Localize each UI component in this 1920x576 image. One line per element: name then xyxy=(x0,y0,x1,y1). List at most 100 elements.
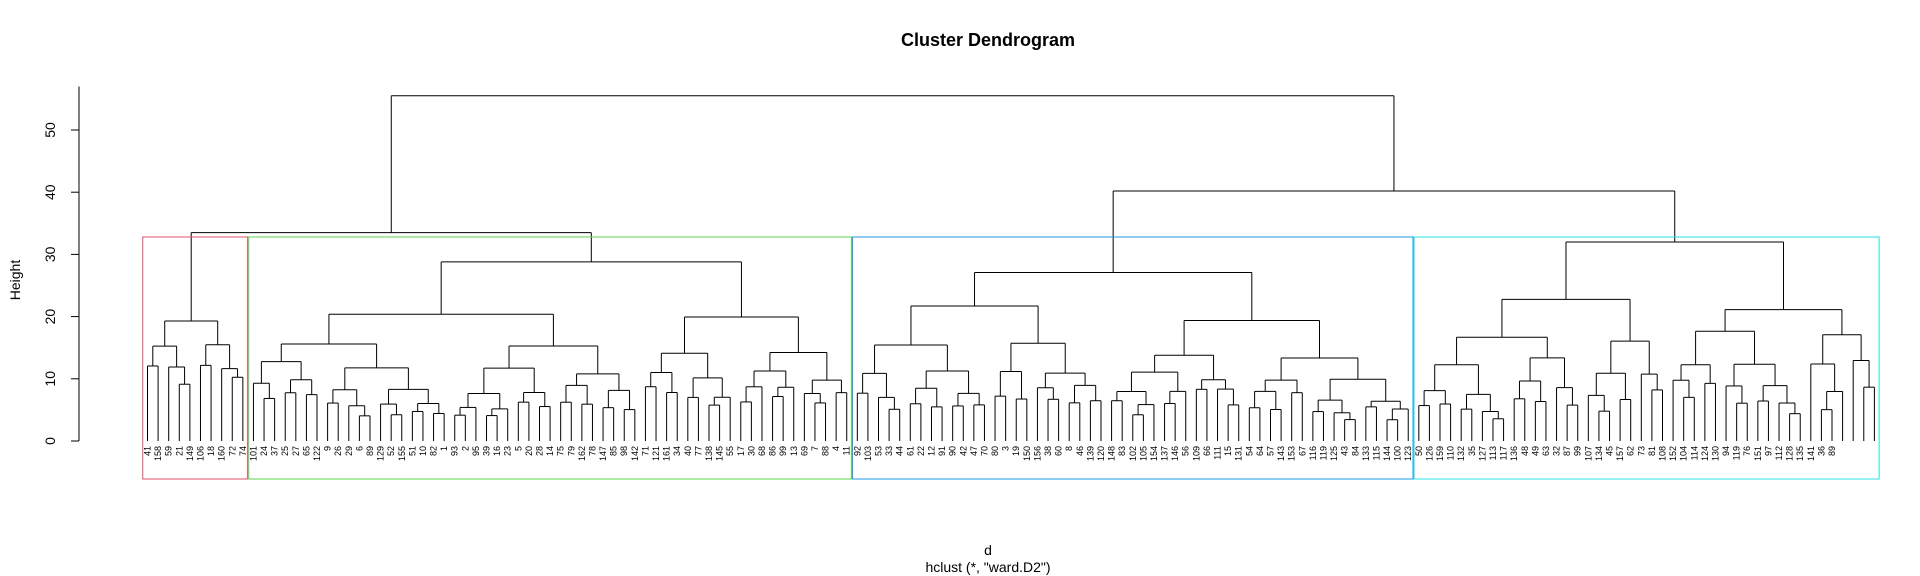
leaf-label: 115 xyxy=(1371,446,1381,460)
leaf-label: 136 xyxy=(1509,446,1519,461)
leaf-label: 145 xyxy=(715,446,725,461)
leaf-labels: 41 158 59 21 149 106 18 160 72 74 101 24 37 25 27 65 122… xyxy=(143,446,1838,461)
cluster-box-3 xyxy=(852,236,1414,480)
leaf-label: 116 xyxy=(1308,446,1318,460)
leaf-label: 9 xyxy=(323,446,333,451)
leaf-label: 124 xyxy=(1700,446,1710,461)
leaf-label: 5 xyxy=(513,446,523,451)
leaf-label: 42 xyxy=(958,446,968,456)
leaf-label: 137 xyxy=(1160,446,1170,461)
chart-title: Cluster Dendrogram xyxy=(901,30,1075,50)
leaf-label: 52 xyxy=(386,446,396,456)
leaf-label: 53 xyxy=(874,446,884,456)
leaf-label: 28 xyxy=(534,446,544,456)
leaf-label: 111 xyxy=(1213,446,1223,460)
leaf-label: 20 xyxy=(524,446,534,456)
leaf-label: 56 xyxy=(1181,446,1191,456)
cluster-boxes xyxy=(142,236,1880,480)
leaf-label: 95 xyxy=(471,446,481,456)
leaf-label: 85 xyxy=(609,446,619,456)
leaf-label: 27 xyxy=(291,446,301,456)
leaf-label: 93 xyxy=(450,446,460,456)
leaf-label: 104 xyxy=(1679,446,1689,461)
leaf-label: 77 xyxy=(693,446,703,456)
leaf-label: 153 xyxy=(1287,446,1297,461)
leaf-label: 133 xyxy=(1361,446,1371,461)
leaf-label: 38 xyxy=(1043,446,1053,456)
leaf-label: 21 xyxy=(174,446,184,456)
leaf-label: 66 xyxy=(1202,446,1212,456)
leaf-label: 107 xyxy=(1583,446,1593,461)
leaf-label: 98 xyxy=(619,446,629,456)
leaf-label: 119 xyxy=(1318,446,1328,460)
leaf-label: 69 xyxy=(799,446,809,456)
leaf-label: 41 xyxy=(143,446,153,456)
leaf-label: 121 xyxy=(651,446,661,461)
method-subtitle: hclust (*, "ward.D2") xyxy=(925,559,1050,575)
leaf-label: 122 xyxy=(312,446,322,461)
leaf-label: 87 xyxy=(1562,446,1572,456)
leaf-label: 126 xyxy=(1424,446,1434,461)
leaf-label: 4 xyxy=(831,446,841,451)
cluster-box-1 xyxy=(142,236,249,480)
y-tick-label: 50 xyxy=(42,122,58,138)
leaf-label: 62 xyxy=(1626,446,1636,456)
leaf-label: 64 xyxy=(1255,446,1265,456)
leaf-label: 11 xyxy=(842,446,852,455)
leaf-label: 158 xyxy=(153,446,163,461)
leaf-label: 152 xyxy=(1668,446,1678,461)
leaf-label: 75 xyxy=(556,446,566,456)
leaf-label: 151 xyxy=(1753,446,1763,461)
leaf-label: 33 xyxy=(884,446,894,456)
leaf-label: 22 xyxy=(916,446,926,456)
leaf-label: 141 xyxy=(1806,446,1816,461)
leaf-label: 79 xyxy=(566,446,576,456)
leaf-label: 82 xyxy=(429,446,439,456)
leaf-label: 40 xyxy=(683,446,693,456)
leaf-label: 83 xyxy=(1117,446,1127,456)
leaf-label: 89 xyxy=(1827,446,1837,456)
y-tick-label: 40 xyxy=(42,184,58,200)
leaf-label: 46 xyxy=(1075,446,1085,456)
leaf-label: 16 xyxy=(492,446,502,456)
leaf-label: 13 xyxy=(789,446,799,456)
leaf-label: 100 xyxy=(1393,446,1403,461)
leaf-label: 1 xyxy=(439,446,449,451)
leaf-label: 19 xyxy=(1011,446,1021,456)
y-tick-label: 10 xyxy=(42,371,58,387)
leaf-label: 48 xyxy=(1520,446,1530,456)
leaf-label: 154 xyxy=(1149,446,1159,461)
leaf-label: 138 xyxy=(704,446,714,461)
leaf-label: 39 xyxy=(482,446,492,456)
leaf-label: 113 xyxy=(1488,446,1498,460)
leaf-label: 102 xyxy=(1128,446,1138,461)
leaf-label: 49 xyxy=(1530,446,1540,456)
leaf-label: 105 xyxy=(1138,446,1148,461)
leaf-label: 71 xyxy=(640,446,650,456)
leaf-label: 73 xyxy=(1636,446,1646,456)
leaf-label: 114 xyxy=(1689,446,1699,460)
leaf-label: 135 xyxy=(1795,446,1805,461)
leaf-label: 29 xyxy=(344,446,354,456)
leaf-label: 130 xyxy=(1710,446,1720,461)
leaf-label: 88 xyxy=(821,446,831,456)
leaf-label: 101 xyxy=(248,446,258,461)
leaf-label: 45 xyxy=(1605,446,1615,456)
leaf-label: 59 xyxy=(164,446,174,456)
leaf-label: 129 xyxy=(376,446,386,461)
leaf-label: 6 xyxy=(354,446,364,451)
leaf-label: 143 xyxy=(1276,446,1286,461)
leaf-label: 91 xyxy=(937,446,947,456)
leaf-label: 150 xyxy=(1022,446,1032,461)
leaf-label: 147 xyxy=(598,446,608,461)
leaf-label: 160 xyxy=(217,446,227,461)
leaf-label: 76 xyxy=(1742,446,1752,456)
leaf-label: 74 xyxy=(238,446,248,456)
leaf-label: 142 xyxy=(630,446,640,461)
leaf-label: 57 xyxy=(1266,446,1276,456)
leaf-label: 94 xyxy=(1721,446,1731,456)
leaf-label: 162 xyxy=(577,446,587,461)
cluster-box-2 xyxy=(248,236,852,480)
dendrogram-tree xyxy=(147,95,1875,441)
leaf-label: 119 xyxy=(1732,446,1742,460)
